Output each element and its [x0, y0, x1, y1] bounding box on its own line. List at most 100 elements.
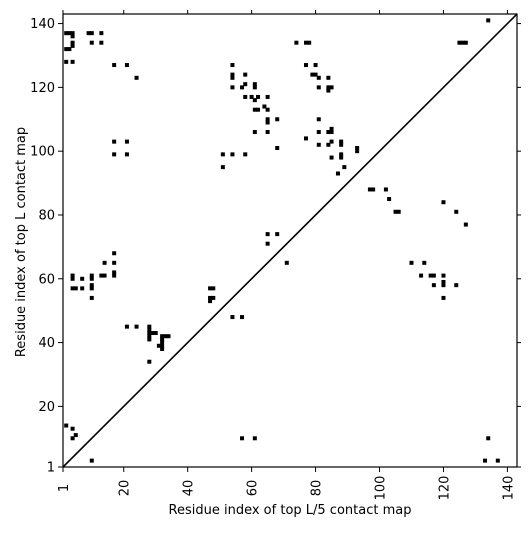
contact-point — [211, 295, 216, 300]
contact-point — [70, 276, 75, 281]
x-tick-label: 100 — [374, 476, 389, 501]
contact-point — [64, 47, 69, 52]
contact-point — [326, 75, 331, 80]
contact-point — [454, 209, 459, 214]
contact-point — [339, 152, 344, 157]
contact-point — [310, 72, 315, 77]
contact-point — [160, 346, 165, 351]
contact-point — [252, 130, 257, 135]
contact-point — [156, 343, 161, 348]
contact-point — [211, 286, 216, 291]
contact-point — [342, 165, 347, 170]
contact-point — [99, 273, 104, 278]
contact-point — [460, 40, 465, 45]
contact-point — [99, 40, 104, 45]
contact-point — [89, 31, 94, 36]
contact-point — [387, 197, 392, 202]
contact-point — [313, 63, 318, 68]
contact-point — [265, 232, 270, 237]
x-tick-label: 60 — [246, 480, 261, 497]
contact-point — [70, 34, 75, 39]
contact-point — [252, 98, 257, 103]
contact-point — [265, 107, 270, 112]
contact-point — [431, 273, 436, 278]
contact-point — [230, 72, 235, 77]
contact-point — [102, 260, 107, 265]
contact-point — [409, 260, 414, 265]
contact-point — [256, 94, 261, 99]
contact-point — [303, 136, 308, 141]
x-axis: 1 20 40 60 80 100 120 140 — [57, 10, 516, 500]
contact-point — [486, 18, 491, 23]
contact-point — [326, 88, 331, 93]
contact-point — [243, 94, 248, 99]
contact-point — [240, 315, 245, 320]
contact-point — [441, 283, 446, 288]
contact-point — [419, 273, 424, 278]
diagonal-line — [62, 13, 518, 468]
x-tick-label: 40 — [182, 480, 197, 497]
contact-point — [313, 72, 318, 77]
contact-point — [208, 299, 213, 304]
contact-point — [163, 334, 168, 339]
contact-point — [396, 209, 401, 214]
contact-point — [307, 40, 312, 45]
x-tick-label: 140 — [501, 476, 516, 501]
contact-point — [265, 120, 270, 125]
contact-point — [339, 142, 344, 147]
x-tick-label: 20 — [118, 480, 133, 497]
contact-point — [303, 40, 308, 45]
contact-point — [329, 85, 334, 90]
contact-point — [64, 59, 69, 64]
contact-point — [486, 436, 491, 441]
y-tick-label: 20 — [38, 400, 55, 415]
contact-point — [294, 40, 299, 45]
contact-point — [355, 145, 360, 150]
contact-point — [134, 75, 139, 80]
contact-point — [256, 107, 261, 112]
contact-point — [70, 40, 75, 45]
contact-point — [89, 295, 94, 300]
contact-point — [329, 155, 334, 160]
axes-frame — [62, 13, 518, 468]
contact-point — [70, 59, 75, 64]
contact-point — [367, 187, 372, 192]
y-tick-label: 120 — [30, 81, 55, 96]
contact-point — [160, 334, 165, 339]
contact-point — [112, 139, 117, 144]
contact-point — [393, 209, 398, 214]
contact-point — [70, 286, 75, 291]
contact-point — [220, 152, 225, 157]
y-tick-label: 80 — [38, 208, 55, 223]
contact-point — [275, 232, 280, 237]
contact-point — [230, 75, 235, 80]
x-axis-label: Residue index of top L/5 contact map — [169, 503, 412, 518]
contact-point — [265, 241, 270, 246]
contact-point — [441, 200, 446, 205]
contact-point — [112, 152, 117, 157]
contact-point — [208, 286, 213, 291]
contact-point — [147, 324, 152, 329]
contact-point — [335, 171, 340, 176]
marker-layer — [64, 18, 500, 463]
contact-point — [329, 139, 334, 144]
y-tick-label: 1 — [47, 461, 55, 476]
contact-point — [249, 94, 254, 99]
contact-point — [80, 286, 85, 291]
y-tick-label: 140 — [30, 17, 55, 32]
contact-point — [147, 331, 152, 336]
contact-point — [89, 40, 94, 45]
contact-point — [243, 82, 248, 87]
contact-point — [371, 187, 376, 192]
contact-point — [441, 279, 446, 284]
contact-point — [64, 423, 69, 428]
y-tick-label: 40 — [38, 336, 55, 351]
contact-point — [252, 436, 257, 441]
contact-point — [80, 276, 85, 281]
contact-point — [70, 436, 75, 441]
contact-point — [265, 130, 270, 135]
contact-point — [112, 251, 117, 256]
contact-point — [89, 273, 94, 278]
contact-point — [73, 286, 78, 291]
